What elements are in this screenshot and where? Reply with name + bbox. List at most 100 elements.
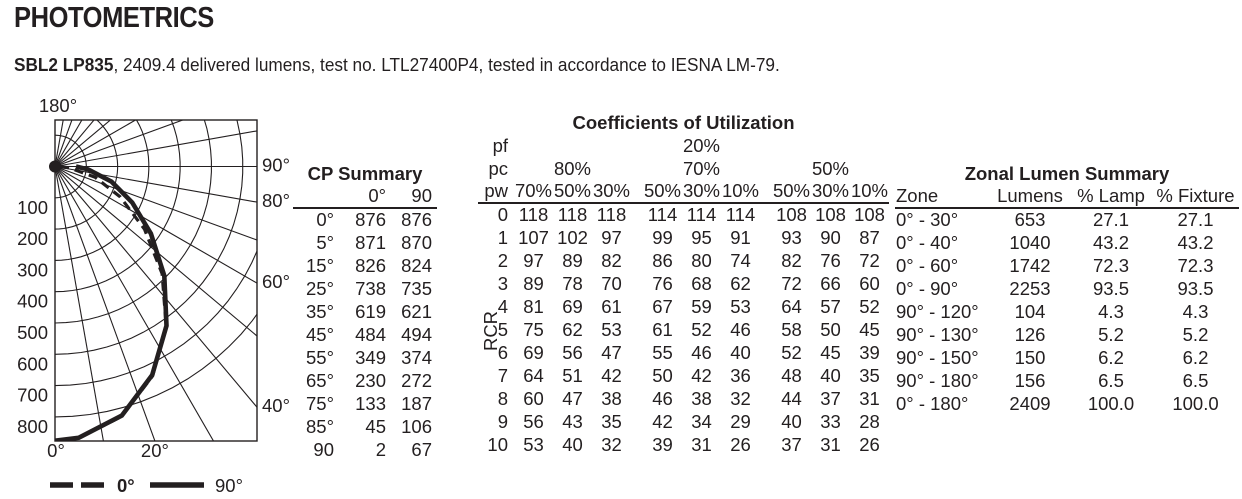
pw-value: 30% [682,180,721,201]
pw-value: 30% [811,180,850,201]
table-cell: 43 [562,410,583,432]
table-cell: 25° [306,277,334,299]
table-cell: 6.5 [1182,369,1209,391]
table-cell: 40 [820,364,841,386]
table-cell: 150 [1014,346,1046,368]
zonal-header-lumens: Lumens [997,185,1063,206]
candela-tick-label: 700 [17,385,48,406]
table-cell: 374 [401,346,432,368]
pc-value: 50% [811,157,850,179]
table-row: 90 2 67 [293,438,437,461]
cp-header-angle [293,185,339,208]
table-cell: 68 [691,272,712,294]
table-cell: 55 [652,341,673,363]
table-cell: 90° - 180° [896,369,979,391]
product-description: , 2409.4 delivered lumens, test no. LTL2… [113,54,780,75]
table-cell: 114 [686,204,717,225]
table-cell: 6 [497,341,508,363]
table-cell: 621 [401,300,432,322]
table-cell: 67 [652,295,673,317]
table-cell: 5.2 [1098,323,1124,345]
table-cell: 2 [497,249,508,271]
table-cell: 29 [730,410,751,432]
table-cell: 62 [730,272,751,294]
table-row: 35° 619 621 [293,300,437,323]
candela-tick-label: 600 [17,353,48,374]
table-cell: 91 [730,226,751,248]
pc-value: 70% [682,157,721,179]
table-cell: 90° - 130° [896,323,979,345]
table-cell: 70 [601,272,622,294]
table-row: 90° - 150° 150 6.2 6.2 [895,346,1239,369]
table-cell: 8 [497,387,508,409]
table-cell: 46 [730,318,751,340]
table-cell: 81 [523,295,544,317]
table-cell: 72.3 [1092,254,1129,276]
table-cell: 118 [596,204,627,225]
table-cell: 69 [523,341,544,363]
table-cell: 494 [401,323,432,345]
pf-value: 20% [682,134,721,156]
table-cell: 36 [730,364,751,386]
table-cell: 56 [562,341,583,363]
table-cell: 0° - 180° [896,392,969,414]
table-cell: 87 [859,226,880,248]
origin-point [49,160,61,173]
table-cell: 114 [647,204,678,225]
zonal-header-zone: Zone [896,185,939,206]
pw-value: 50% [553,180,592,201]
table-cell: 118 [557,204,588,225]
table-cell: 876 [355,209,386,230]
table-cell: 31 [859,387,880,409]
table-cell: 31 [820,433,841,455]
table-cell: 42 [691,364,712,386]
table-cell: 826 [355,254,386,276]
table-cell: 90 [313,438,334,460]
table-cell: 46 [652,387,673,409]
table-cell: 45° [306,323,334,345]
pw-row: pw 70% 50% 30% 50% 30% 10% 50% 30% 10% [478,180,889,203]
pw-label: pw [484,180,508,201]
table-cell: 76 [652,272,673,294]
table-row: 9 56 43 35 42 34 29 40 33 28 [478,410,889,433]
angle-label-bottom: 0° [47,440,65,461]
table-cell: 27.1 [1092,209,1129,230]
table-row: 55° 349 374 [293,346,437,369]
polar-grid [55,120,257,441]
cu-grid: pf 20% pc 80% 70% 50% pw 70% 50% 30% 50%… [478,134,889,456]
table-cell: 114 [725,204,756,225]
candela-curve-90° [55,164,169,441]
table-cell: 2253 [1009,277,1051,299]
cu-title: Coefficients of Utilization [572,112,795,133]
table-cell: 99 [652,226,673,248]
table-cell: 35 [601,410,622,432]
candela-curve-0° [55,164,168,441]
table-cell: 26 [730,433,751,455]
table-cell: 57 [820,295,841,317]
candela-tick-label: 200 [17,228,48,249]
table-cell: 76 [820,249,841,271]
angle-label-right: 40° [262,395,290,416]
table-cell: 93.5 [1092,277,1129,299]
table-cell: 75° [306,392,334,414]
table-cell: 53 [601,318,622,340]
table-row: 65° 230 272 [293,369,437,392]
table-cell: 59 [691,295,712,317]
table-cell: 619 [355,300,386,322]
table-cell: 72 [781,272,802,294]
table-cell: 44 [781,387,802,409]
zonal-header: Zone Lumens % Lamp % Fixture [895,185,1239,208]
table-row: 25° 738 735 [293,277,437,300]
table-cell: 31 [691,433,712,455]
table-cell: 80 [691,249,712,271]
table-cell: 52 [781,341,802,363]
table-row: 2 97 89 82 86 80 74 82 76 72 [478,249,889,272]
cu-header: pf 20% pc 80% 70% 50% pw 70% 50% 30% 50%… [478,134,889,203]
table-cell: 107 [518,226,549,248]
zonal-header-lamp: % Lamp [1077,185,1145,206]
table-cell: 78 [562,272,583,294]
table-row: 8 60 47 38 46 38 32 44 37 31 [478,387,889,410]
table-cell: 230 [355,369,386,391]
table-cell: 47 [562,387,583,409]
coefficients-of-utilization-table: Coefficients of Utilization pf 20% pc 80… [478,112,889,456]
